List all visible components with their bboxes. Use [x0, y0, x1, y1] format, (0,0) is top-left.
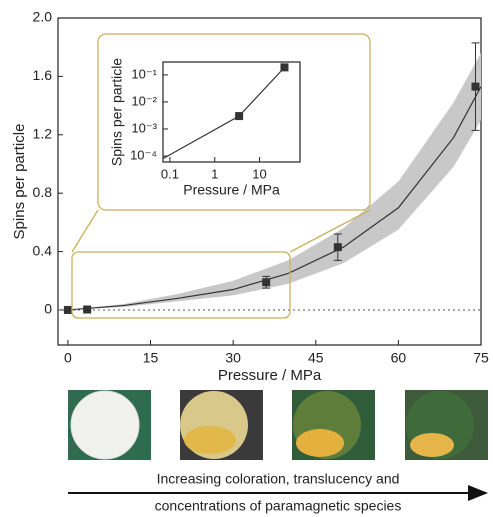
y-tick-label: 0.8: [33, 184, 53, 200]
marker: [262, 278, 271, 287]
photos: [68, 390, 488, 460]
pellet-stain: [410, 433, 454, 457]
marker: [280, 63, 289, 72]
inset-box: [97, 33, 371, 211]
zoom-connector: [289, 209, 371, 253]
x-tick-label: 15: [143, 350, 159, 366]
y-tick-label: 10⁻³: [131, 120, 157, 135]
y-tick-label: 10⁻⁴: [130, 147, 157, 162]
fit-line: [67, 86, 482, 311]
y-tick-label: 10⁻¹: [131, 66, 157, 81]
x-tick-label: 10: [252, 166, 266, 181]
x-tick-label: 0: [64, 350, 72, 366]
x-axis-label: Pressure / MPa: [218, 367, 322, 384]
annotation: concentrations of paramagnetic species: [155, 498, 402, 514]
marker: [83, 305, 92, 314]
annotation: Increasing coloration, translucency and: [157, 471, 400, 487]
y-tick-label: 1.6: [33, 67, 53, 83]
marker: [471, 82, 480, 91]
x-axis-label: Pressure / MPa: [183, 181, 280, 197]
pellet-stain: [184, 426, 236, 454]
x-tick-label: 30: [225, 350, 241, 366]
y-tick-label: 0.4: [33, 242, 53, 258]
marker: [235, 112, 244, 121]
confidence-band: [67, 53, 481, 310]
x-tick-label: 0.1: [161, 166, 179, 181]
y-tick-label: 0: [44, 301, 52, 317]
inset-layer: 0.1 1 10 10⁻⁴ 10⁻³ 10⁻² 10⁻¹ Pressure / MPa Spin…: [109, 58, 301, 197]
pellet-stain: [296, 429, 344, 457]
y-tick-label: 2.0: [33, 9, 53, 25]
y-axis-label: Spins per particle: [109, 58, 125, 166]
x-tick-label: 75: [473, 350, 489, 366]
zoom-box: [71, 251, 291, 319]
marker: [333, 243, 342, 252]
zoom-connector: [71, 209, 99, 253]
axes-frame: [162, 61, 301, 163]
y-tick-label: 1.2: [33, 125, 53, 141]
axes-frame: [57, 17, 482, 346]
plot-layer: 0 15 30 45 60 75 0 0.4 0.8 1.2 1.6 2.0 Pressure / MP…: [11, 9, 489, 384]
x-tick-label: 60: [391, 350, 407, 366]
x-tick-label: 1: [211, 166, 218, 181]
x-tick-label: 45: [308, 350, 324, 366]
pellet: [70, 390, 140, 460]
marker: [63, 305, 72, 314]
y-tick-label: 10⁻²: [131, 93, 157, 108]
y-axis-label: Spins per particle: [11, 124, 28, 240]
